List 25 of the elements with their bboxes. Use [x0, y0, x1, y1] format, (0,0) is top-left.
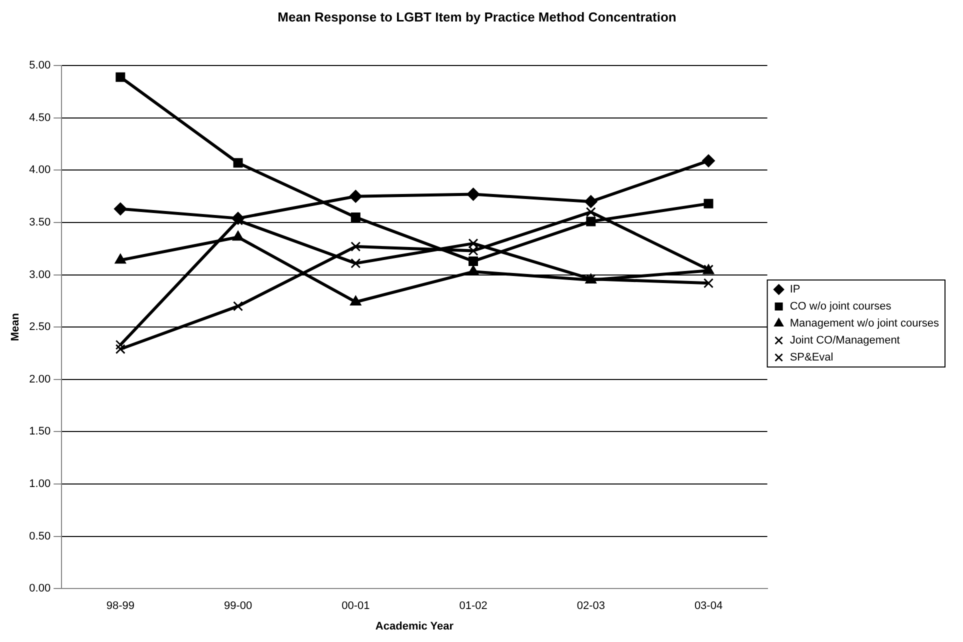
y-tick-label: 5.00 — [29, 60, 51, 72]
x-tick-label: 03-04 — [694, 600, 723, 612]
x-axis-title: Academic Year — [375, 620, 454, 632]
y-tick-label: 2.00 — [29, 373, 51, 386]
x-tick-label: 00-01 — [342, 600, 370, 612]
y-axis-title: Mean — [10, 312, 22, 342]
y-tick-label: 4.50 — [29, 112, 51, 124]
legend-label: CO w/o joint courses — [790, 300, 892, 313]
legend-label: Management w/o joint courses — [790, 318, 940, 330]
y-tick-label: 3.00 — [29, 268, 51, 281]
legend-label: SP&Eval — [790, 352, 834, 364]
y-tick-label: 0.00 — [29, 582, 51, 595]
legend-label: Joint CO/Management — [790, 334, 900, 347]
chart-title: Mean Response to LGBT Item by Practice Method Concentration — [278, 9, 676, 24]
y-tick-label: 2.50 — [29, 321, 51, 334]
x-tick-label: 98-99 — [106, 600, 134, 612]
x-tick-label: 02-03 — [576, 600, 605, 612]
y-tick-label: 3.50 — [29, 216, 51, 229]
y-tick-label: 4.00 — [29, 164, 51, 176]
y-tick-label: 1.50 — [29, 426, 51, 438]
x-tick-label: 99-00 — [224, 600, 252, 612]
legend-label: IP — [790, 284, 800, 296]
x-tick-label: 01-02 — [459, 600, 488, 612]
y-tick-label: 0.50 — [29, 530, 51, 542]
y-tick-label: 1.00 — [29, 478, 51, 490]
